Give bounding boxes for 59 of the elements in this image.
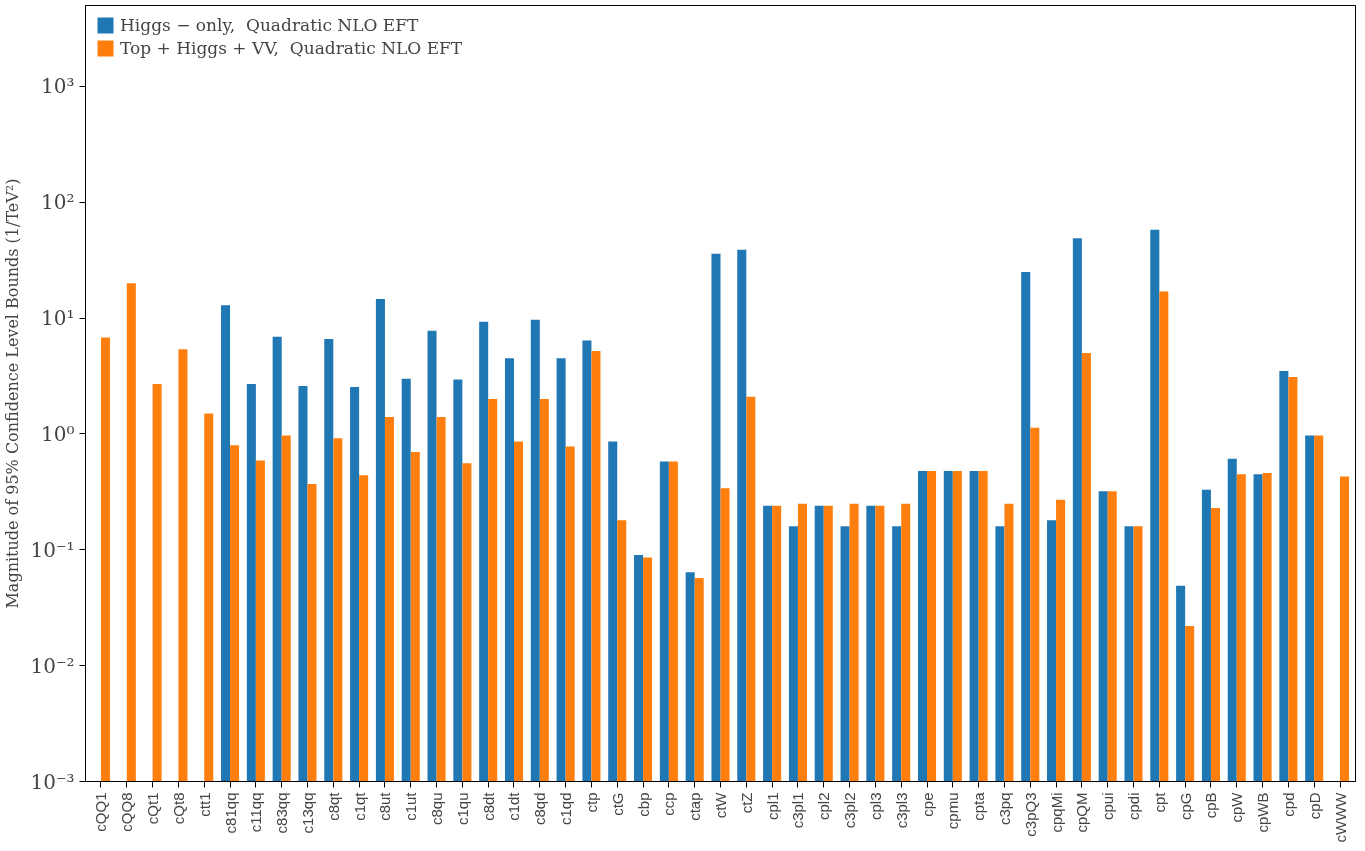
x-tick-label: cpW: [1228, 791, 1246, 823]
x-tick-label: c1qd: [557, 792, 575, 826]
legend-label: Higgs − only, Quadratic NLO EFT: [120, 15, 419, 35]
x-tick-label: cpl1: [763, 792, 781, 821]
x-tick-label: cpWB: [1254, 792, 1272, 833]
x-tick-label: cpta: [970, 791, 988, 821]
y-tick-label: 10⁻¹: [30, 537, 75, 562]
x-tick-label: ctt1: [195, 792, 213, 817]
x-tick-label: cQt8: [169, 792, 187, 825]
x-tick-label: cpl3: [866, 792, 884, 821]
x-tick-label: c3pl3: [892, 792, 910, 829]
y-tick-label: 10²: [41, 190, 75, 215]
x-tick-label: cpui: [1099, 792, 1117, 821]
x-tick-label: cQQ8: [118, 792, 136, 832]
x-tick-label: c1qu: [453, 792, 471, 826]
x-tick-label: cpt: [1150, 791, 1168, 813]
x-tick-label: ctW: [712, 791, 729, 819]
x-tick-label: ctap: [686, 792, 704, 821]
x-tick-label: cpd: [1279, 792, 1297, 817]
x-tick-label: c8qu: [428, 792, 446, 826]
x-tick-label: cpQM: [1073, 792, 1091, 833]
x-tick-label: ccp: [660, 792, 678, 816]
x-tick-label: ctZ: [737, 792, 755, 814]
x-tick-label: c13qq: [298, 792, 316, 834]
x-tick-label: ctp: [582, 792, 600, 813]
y-tick-label: 10⁻²: [30, 653, 75, 678]
x-tick-label: c3pq: [995, 792, 1013, 826]
y-tick-label: 10¹: [41, 306, 75, 331]
x-tick-label: cWWW: [1331, 791, 1349, 843]
x-tick-label: c3pQ3: [1021, 792, 1039, 837]
x-tick-label: c1qt: [350, 791, 368, 821]
x-tick-label: cpe: [918, 792, 936, 817]
x-tick-label: cpmu: [944, 792, 962, 830]
y-tick-label: 10³: [41, 74, 75, 99]
x-tick-label: c1ut: [402, 791, 420, 821]
x-tick-label: cpB: [1202, 792, 1220, 819]
x-tick-label: c83qq: [273, 792, 291, 834]
x-tick-label: cpG: [1176, 792, 1194, 821]
x-tick-label: c1dt: [505, 791, 523, 821]
x-tick-label: c81qq: [221, 792, 239, 834]
x-tick-label: cbp: [634, 792, 652, 817]
x-tick-label: c8qd: [531, 792, 549, 826]
x-tick-label: c8qt: [324, 791, 342, 821]
x-tick-label: ctG: [608, 792, 626, 816]
x-tick-label: cpqMi: [1047, 792, 1065, 833]
y-tick-label: 10⁰: [41, 421, 75, 446]
x-tick-label: c11qq: [247, 792, 265, 833]
x-tick-label: cQt1: [144, 792, 162, 825]
x-tick-label: c8dt: [479, 791, 497, 821]
x-tick-label: c3pl2: [841, 792, 859, 829]
x-tick-label: cQQ1: [92, 792, 110, 832]
x-tick-label: cpl2: [815, 792, 833, 821]
x-tick-label: cpdi: [1125, 792, 1143, 821]
x-tick-label: c3pl1: [789, 792, 807, 829]
x-tick-label: c8ut: [376, 791, 394, 821]
y-axis-title: Magnitude of 95% Confidence Level Bounds (1/TeV²): [3, 178, 23, 609]
legend-label: Top + Higgs + VV, Quadratic NLO EFT: [120, 38, 463, 58]
y-tick-label: 10⁻³: [30, 769, 75, 794]
x-tick-label: cpD: [1305, 792, 1323, 820]
